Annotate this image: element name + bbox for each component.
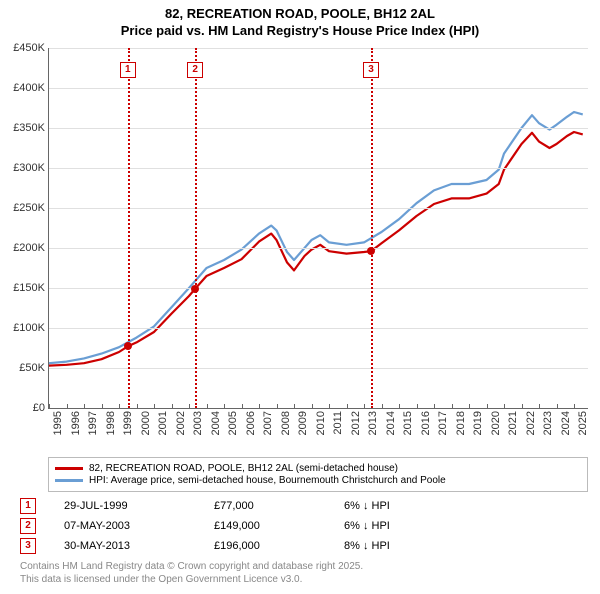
marker-dot — [191, 285, 199, 293]
x-tick-label: 2012 — [350, 411, 362, 435]
y-tick-label: £250K — [1, 202, 45, 214]
legend: 82, RECREATION ROAD, POOLE, BH12 2AL (se… — [48, 457, 588, 492]
marker-dot — [124, 342, 132, 350]
sales-marker: 2 — [20, 518, 36, 534]
x-tick-label: 2021 — [507, 411, 519, 435]
y-tick-label: £50K — [1, 362, 45, 374]
y-tick-label: £0 — [1, 402, 45, 414]
plot-area: £0£50K£100K£150K£200K£250K£300K£350K£400… — [48, 48, 588, 409]
gridline — [49, 128, 588, 129]
chart-container: 82, RECREATION ROAD, POOLE, BH12 2AL Pri… — [0, 0, 600, 586]
legend-label-2: HPI: Average price, semi-detached house,… — [89, 475, 446, 486]
footnote: Contains HM Land Registry data © Crown c… — [20, 560, 588, 586]
x-tick-label: 2009 — [297, 411, 309, 435]
marker-box: 1 — [120, 62, 136, 78]
footnote-line-1: Contains HM Land Registry data © Crown c… — [20, 560, 588, 573]
gridline — [49, 48, 588, 49]
sales-date: 29-JUL-1999 — [64, 500, 214, 512]
x-tick-label: 2006 — [245, 411, 257, 435]
legend-swatch-2 — [55, 479, 83, 482]
sales-hpi: 8% ↓ HPI — [344, 540, 444, 552]
sales-price: £196,000 — [214, 540, 344, 552]
y-tick-label: £200K — [1, 242, 45, 254]
legend-row-1: 82, RECREATION ROAD, POOLE, BH12 2AL (se… — [55, 463, 581, 474]
x-tick-label: 2024 — [560, 411, 572, 435]
x-tick-label: 1996 — [70, 411, 82, 435]
x-tick-label: 2005 — [227, 411, 239, 435]
sales-hpi: 6% ↓ HPI — [344, 520, 444, 532]
x-tick-label: 2025 — [577, 411, 589, 435]
sales-date: 30-MAY-2013 — [64, 540, 214, 552]
sales-row: 1 29-JUL-1999£77,0006% ↓ HPI — [20, 498, 588, 514]
sales-date: 07-MAY-2003 — [64, 520, 214, 532]
x-tick-label: 2023 — [542, 411, 554, 435]
y-tick-label: £350K — [1, 122, 45, 134]
marker-line — [371, 48, 373, 408]
x-tick-label: 2000 — [140, 411, 152, 435]
sales-price: £77,000 — [214, 500, 344, 512]
x-tick-label: 2020 — [490, 411, 502, 435]
gridline — [49, 88, 588, 89]
gridline — [49, 328, 588, 329]
title-line-1: 82, RECREATION ROAD, POOLE, BH12 2AL — [0, 6, 600, 23]
x-tick-label: 2008 — [280, 411, 292, 435]
gridline — [49, 208, 588, 209]
x-tick-label: 2010 — [315, 411, 327, 435]
x-axis-labels: 1995 1996 1997 1998 1999 2000 2001 2002 2003 2004… — [48, 409, 588, 451]
legend-label-1: 82, RECREATION ROAD, POOLE, BH12 2AL (se… — [89, 463, 398, 474]
x-tick-label: 2002 — [175, 411, 187, 435]
x-tick-label: 2011 — [332, 411, 344, 435]
x-tick-label: 2019 — [472, 411, 484, 435]
sales-marker: 1 — [20, 498, 36, 514]
legend-row-2: HPI: Average price, semi-detached house,… — [55, 475, 581, 486]
title-line-2: Price paid vs. HM Land Registry's House … — [0, 23, 600, 40]
x-tick-label: 2014 — [385, 411, 397, 435]
x-tick-label: 2013 — [367, 411, 379, 435]
marker-dot — [367, 247, 375, 255]
y-tick-label: £100K — [1, 322, 45, 334]
y-tick-label: £150K — [1, 282, 45, 294]
x-tick-label: 1999 — [122, 411, 134, 435]
sales-marker: 3 — [20, 538, 36, 554]
x-tick-label: 2004 — [210, 411, 222, 435]
gridline — [49, 368, 588, 369]
x-tick-label: 2017 — [437, 411, 449, 435]
chart-title: 82, RECREATION ROAD, POOLE, BH12 2AL Pri… — [0, 0, 600, 40]
x-tick-label: 1997 — [87, 411, 99, 435]
x-tick-label: 2003 — [192, 411, 204, 435]
x-tick-label: 2007 — [262, 411, 274, 435]
y-tick-label: £400K — [1, 82, 45, 94]
x-tick-label: 1995 — [52, 411, 64, 435]
y-tick-label: £450K — [1, 42, 45, 54]
gridline — [49, 248, 588, 249]
sales-row: 2 07-MAY-2003£149,0006% ↓ HPI — [20, 518, 588, 534]
footnote-line-2: This data is licensed under the Open Gov… — [20, 573, 588, 586]
sales-hpi: 6% ↓ HPI — [344, 500, 444, 512]
gridline — [49, 168, 588, 169]
chart-svg — [49, 48, 588, 408]
x-tick-label: 2022 — [525, 411, 537, 435]
x-tick-label: 2018 — [455, 411, 467, 435]
marker-line — [195, 48, 197, 408]
sales-row: 3 30-MAY-2013£196,0008% ↓ HPI — [20, 538, 588, 554]
gridline — [49, 288, 588, 289]
sales-price: £149,000 — [214, 520, 344, 532]
x-tick-label: 2016 — [420, 411, 432, 435]
x-tick-label: 2015 — [402, 411, 414, 435]
y-tick-label: £300K — [1, 162, 45, 174]
marker-box: 2 — [187, 62, 203, 78]
sales-table: 1 29-JUL-1999£77,0006% ↓ HPI 2 07-MAY-2003£… — [20, 498, 588, 554]
x-tick-label: 2001 — [157, 411, 169, 435]
marker-line — [128, 48, 130, 408]
marker-box: 3 — [363, 62, 379, 78]
x-tick-label: 1998 — [105, 411, 117, 435]
legend-swatch-1 — [55, 467, 83, 470]
